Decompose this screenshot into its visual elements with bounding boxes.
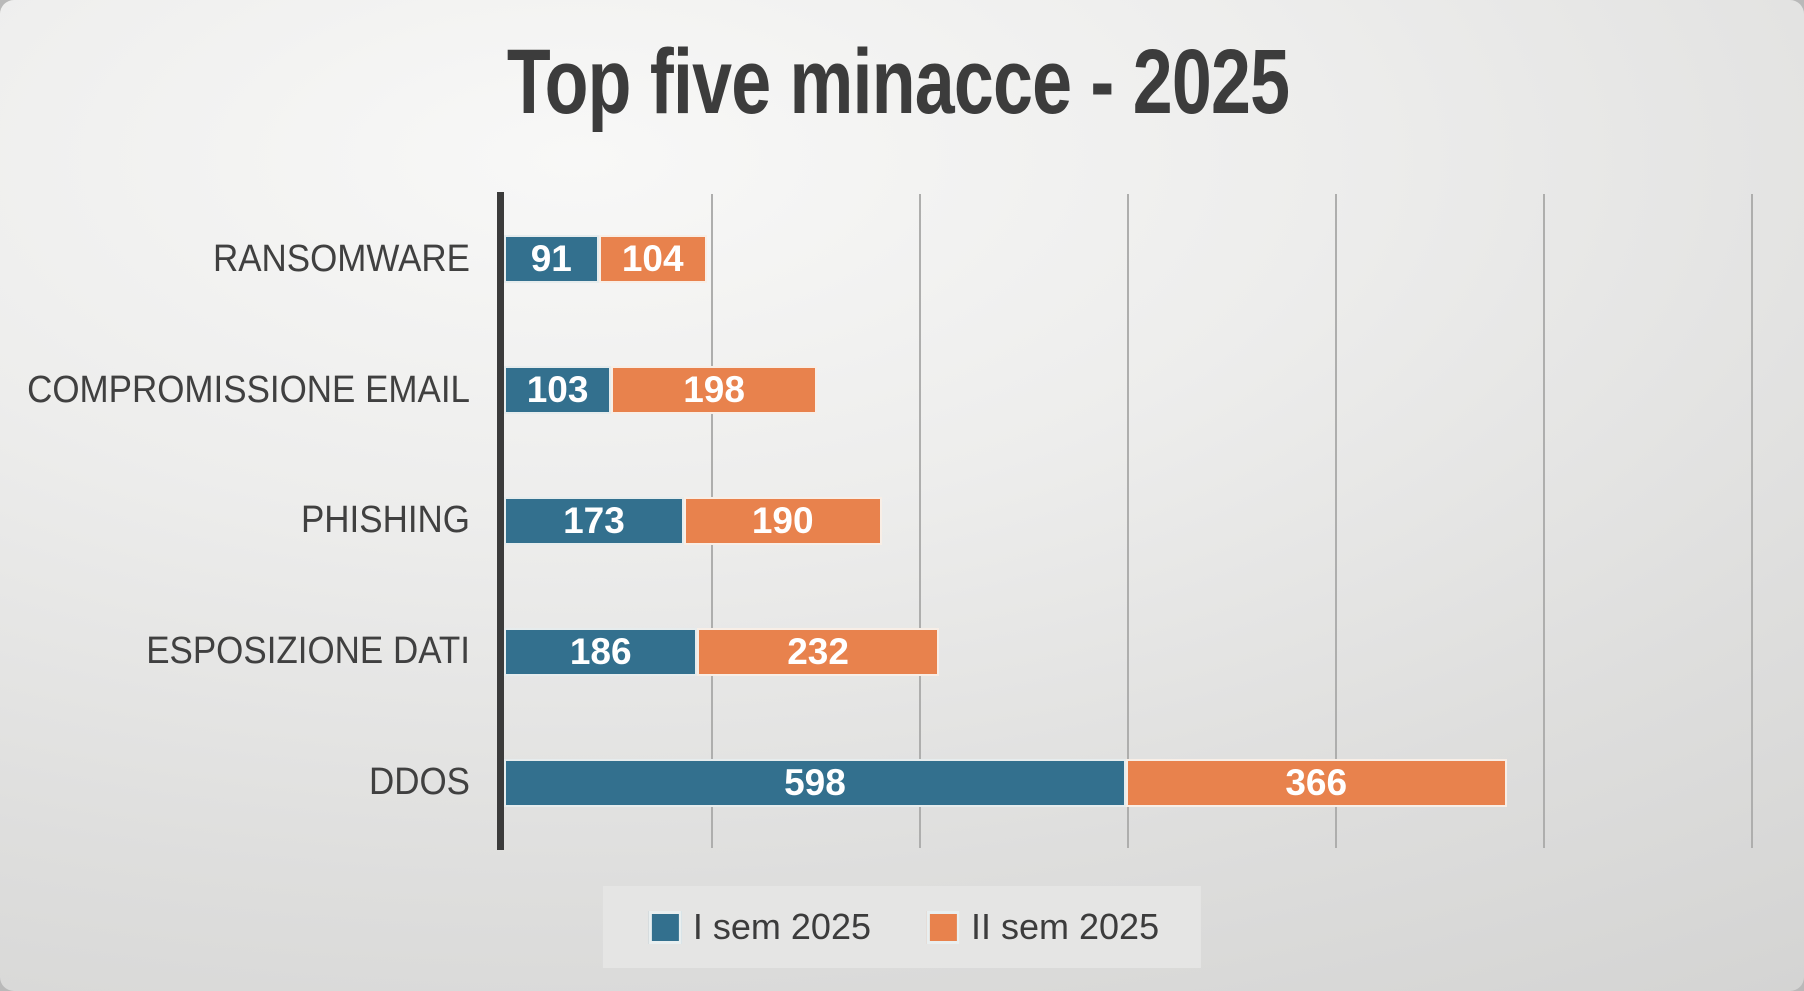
plot-area: 91 104 103 198 173 190 186 232 598 366 xyxy=(504,194,1753,848)
bar-value-label: 103 xyxy=(526,369,589,411)
bar-stack: 186 232 xyxy=(504,627,1752,676)
bar-value-label: 104 xyxy=(621,238,684,280)
bar-row: 186 232 xyxy=(504,586,1752,717)
gridline xyxy=(1334,194,1337,848)
bar-stack: 103 198 xyxy=(504,366,1752,415)
bar-value-label: 198 xyxy=(683,369,745,411)
bar-segment-sem2: 232 xyxy=(697,627,939,676)
bar-row: 103 198 xyxy=(504,325,1752,456)
category-label: RANSOMWARE xyxy=(212,237,470,280)
gridline xyxy=(1543,194,1545,848)
gridline xyxy=(1751,194,1753,848)
bar-segment-sem2: 366 xyxy=(1125,758,1507,807)
bar-segment-sem1: 91 xyxy=(504,235,599,284)
bar-stack: 598 366 xyxy=(504,758,1752,807)
bar-stack: 91 104 xyxy=(504,235,1752,284)
bar-value-label: 186 xyxy=(569,630,632,672)
bar-row: 91 104 xyxy=(504,194,1752,325)
category-label: PHISHING xyxy=(300,499,470,542)
legend: I sem 2025 II sem 2025 xyxy=(602,886,1202,968)
bar-segment-sem2: 104 xyxy=(598,235,707,284)
chart-title: Top five minacce - 2025 xyxy=(506,31,1290,133)
legend-label-sem1: I sem 2025 xyxy=(692,906,871,947)
category-label: ESPOSIZIONE DATI xyxy=(146,630,470,673)
bar-segment-sem2: 198 xyxy=(611,366,818,415)
bar-value-label: 366 xyxy=(1285,761,1348,803)
bar-value-label: 173 xyxy=(563,499,625,541)
category-label: COMPROMISSIONE EMAIL xyxy=(27,368,470,411)
bar-value-label: 91 xyxy=(530,238,572,280)
legend-label-sem2: II sem 2025 xyxy=(971,906,1160,947)
bars-layer: 91 104 103 198 173 190 186 232 598 366 xyxy=(504,194,1752,848)
legend-swatch-sem1-icon xyxy=(648,910,682,944)
bar-stack: 173 190 xyxy=(504,496,1752,545)
legend-swatch-sem2-icon xyxy=(927,910,960,944)
value-axis-line xyxy=(497,192,504,850)
bar-segment-sem1: 598 xyxy=(504,758,1126,807)
legend-item-sem2: II sem 2025 xyxy=(927,906,1159,948)
bar-segment-sem1: 186 xyxy=(504,627,698,676)
bar-value-label: 232 xyxy=(787,630,849,672)
bar-segment-sem1: 103 xyxy=(504,366,612,415)
category-axis-labels: RANSOMWARE COMPROMISSIONE EMAIL PHISHING ES… xyxy=(0,194,470,848)
category-label: DDOS xyxy=(368,761,470,804)
bar-value-label: 598 xyxy=(784,761,846,803)
bar-row: 173 190 xyxy=(504,456,1752,587)
bar-segment-sem1: 173 xyxy=(504,496,684,545)
bar-value-label: 190 xyxy=(751,499,814,541)
gridline xyxy=(918,194,921,848)
bar-segment-sem2: 190 xyxy=(683,496,882,545)
legend-item-sem1: I sem 2025 xyxy=(648,906,871,948)
bar-row: 598 366 xyxy=(504,717,1752,848)
gridline xyxy=(1127,194,1129,848)
